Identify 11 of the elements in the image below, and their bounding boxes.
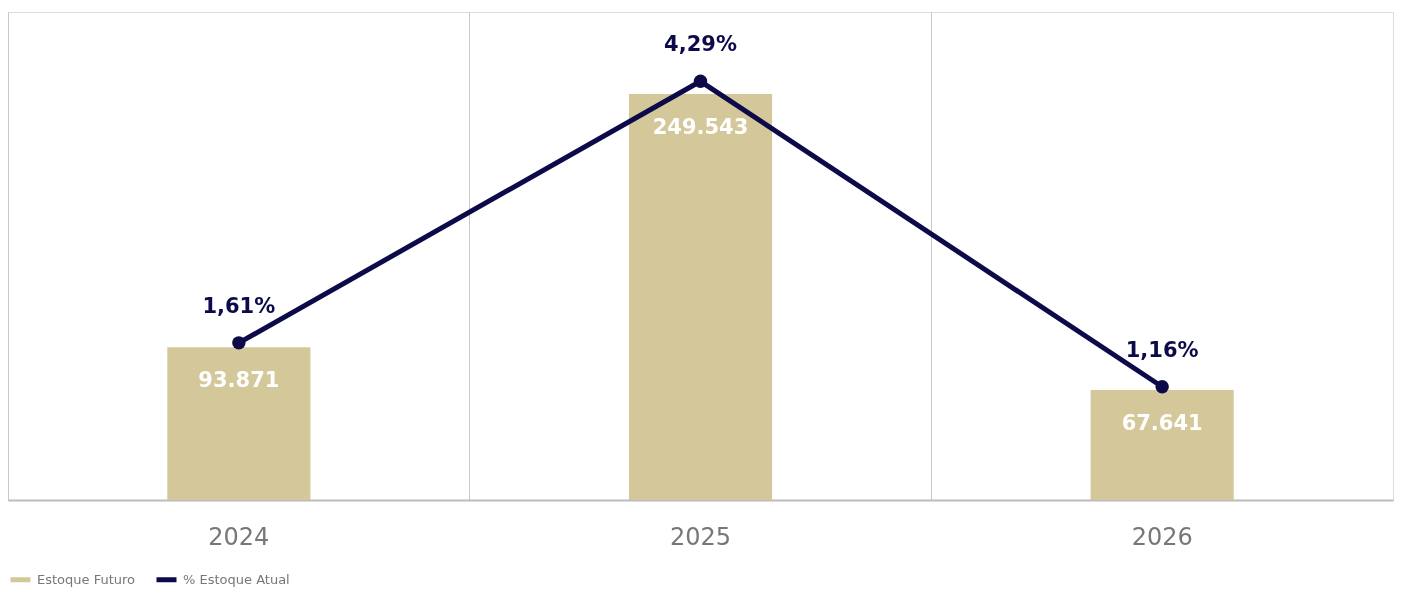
data-label: 93.871 bbox=[198, 368, 280, 393]
x-tick-label: 2024 bbox=[208, 522, 270, 551]
data-label: 67.641 bbox=[1121, 410, 1203, 435]
data-label: 1,16% bbox=[1125, 337, 1199, 362]
data-label: 249.543 bbox=[652, 115, 749, 140]
legend-label: % Estoque Atual bbox=[183, 571, 290, 587]
x-tick-label: 2026 bbox=[1131, 522, 1193, 551]
x-tick-label: 2025 bbox=[669, 522, 732, 551]
data-label: 4,29% bbox=[664, 32, 737, 57]
data-label: 1,61% bbox=[202, 293, 276, 318]
legend-label: Estoque Futuro bbox=[37, 571, 136, 587]
